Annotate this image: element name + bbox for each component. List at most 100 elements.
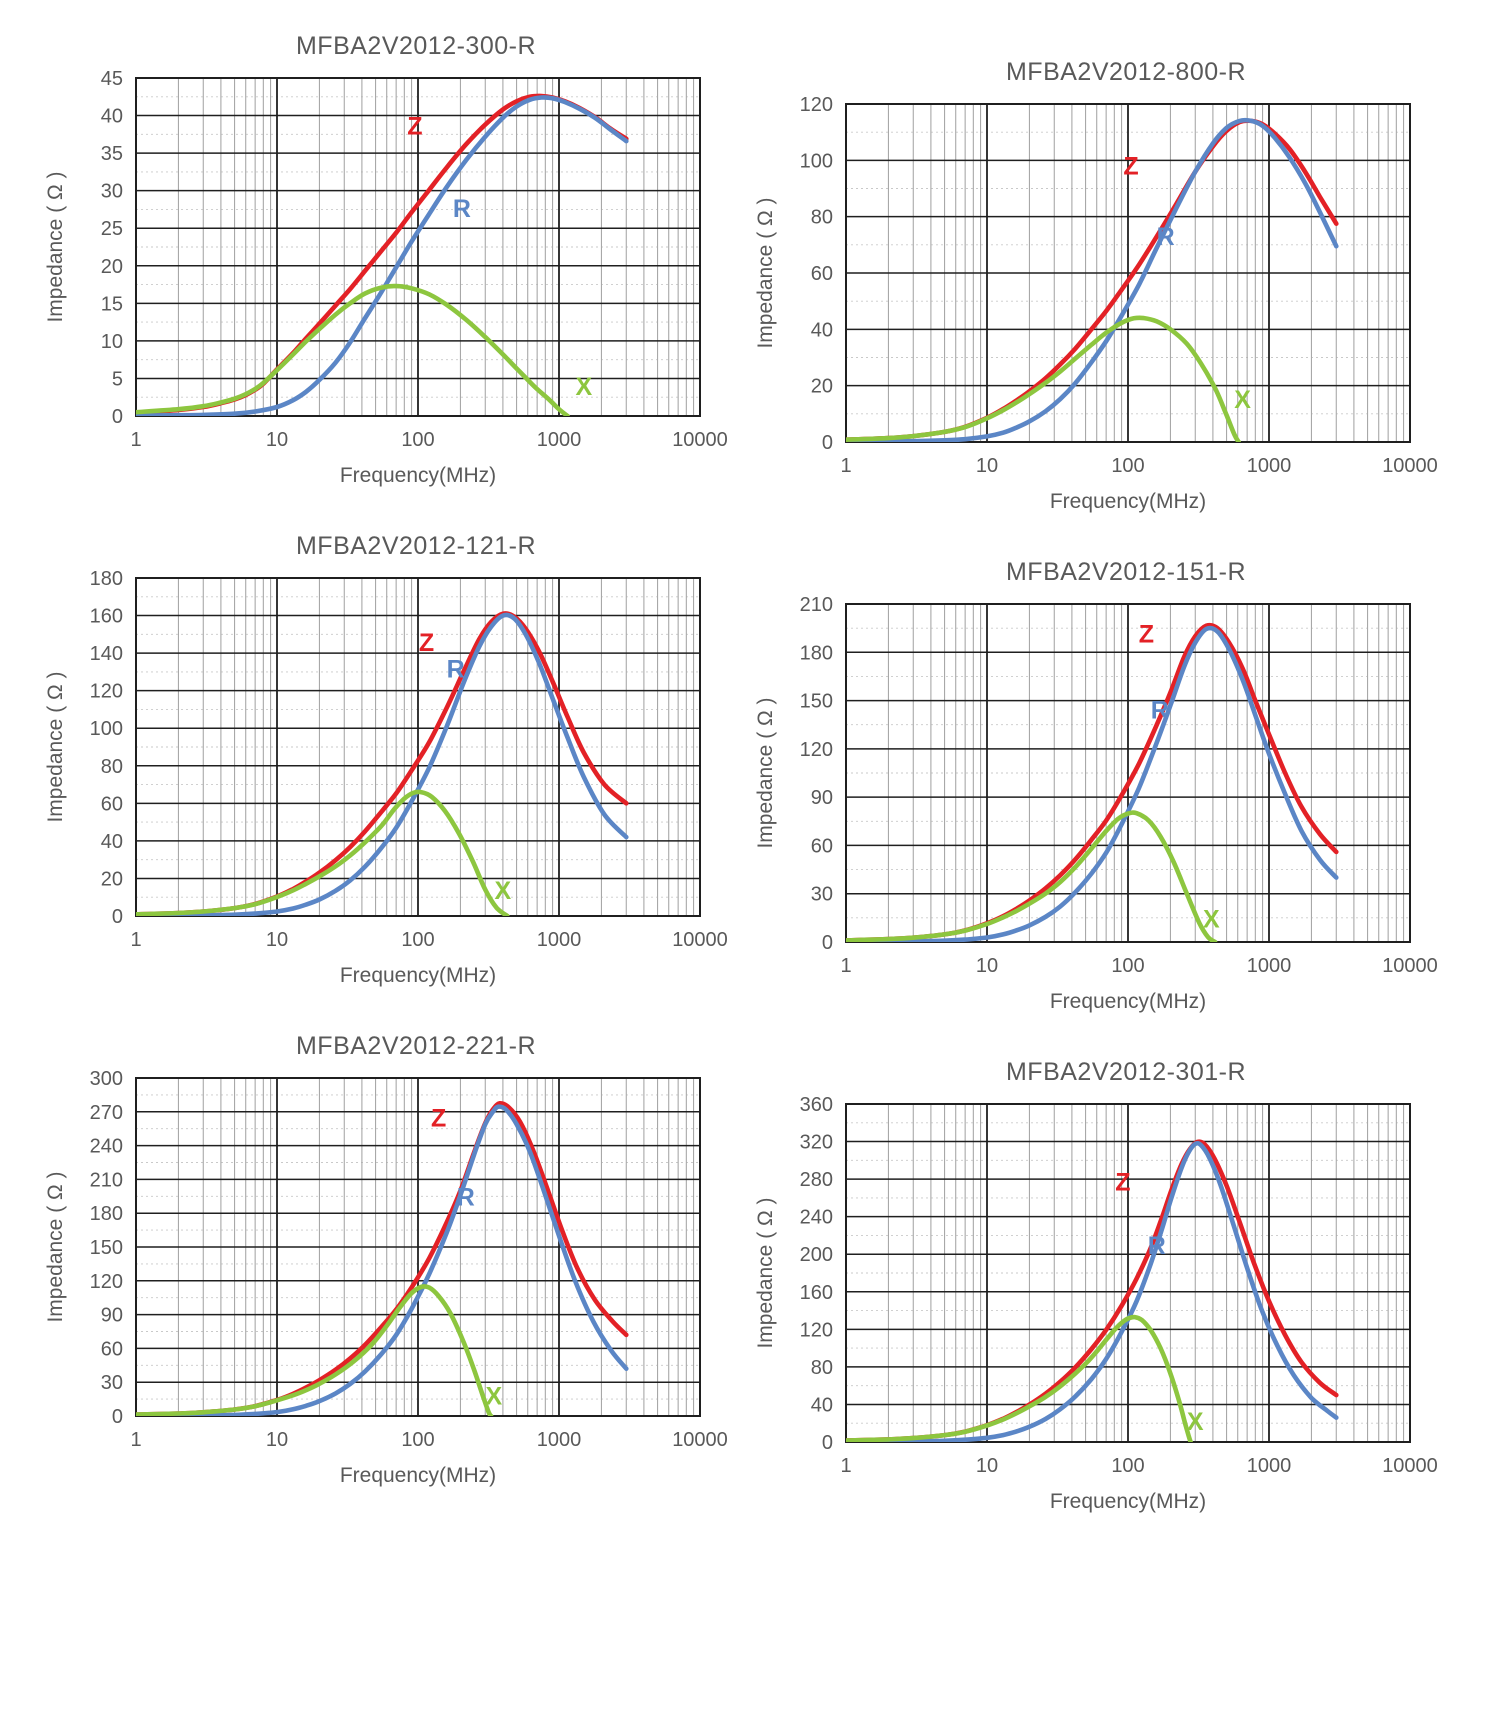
series-R-label: R — [457, 1183, 475, 1211]
series-curves — [846, 1139, 1339, 1442]
chart-cell-800R: MFBA2V2012-800-R Z R X 0 20 40 60 80 100 120 1 10 10… — [746, 26, 1456, 526]
svg-text:160: 160 — [800, 1282, 833, 1304]
series-Z-label: Z — [407, 112, 422, 140]
svg-text:25: 25 — [101, 218, 123, 240]
impedance-plot-221R: Z R X 0 30 60 90 120 150 180 210 240 270 300 1 10 100 100… — [44, 1068, 728, 1487]
series-X-line — [846, 810, 1218, 942]
svg-text:10: 10 — [266, 929, 288, 951]
x-axis-tick-labels: 1 10 100 1000 10000 — [840, 455, 1437, 477]
svg-text:80: 80 — [101, 756, 123, 778]
x-axis-tick-labels: 1 10 100 1000 10000 — [130, 929, 727, 951]
series-X-label: X — [1187, 1408, 1204, 1436]
series-X-line — [136, 1284, 494, 1416]
svg-text:1000: 1000 — [1247, 1455, 1292, 1477]
svg-text:360: 360 — [800, 1094, 833, 1116]
svg-text:210: 210 — [90, 1169, 123, 1191]
gridlines — [136, 78, 700, 416]
series-curves — [136, 611, 629, 916]
svg-text:15: 15 — [101, 293, 123, 315]
gridlines — [846, 104, 1410, 442]
svg-text:120: 120 — [90, 681, 123, 703]
x-axis-tick-labels: 1 10 100 1000 10000 — [130, 429, 727, 451]
svg-text:10000: 10000 — [672, 929, 728, 951]
svg-text:120: 120 — [800, 739, 833, 761]
x-axis-title: Frequency(MHz) — [340, 964, 496, 987]
x-axis-title: Frequency(MHz) — [340, 464, 496, 487]
chart-cell-221R: MFBA2V2012-221-R Z R X 0 30 60 90 120 150 180 210 2… — [36, 1026, 746, 1526]
svg-text:10000: 10000 — [1382, 955, 1438, 977]
svg-text:0: 0 — [112, 1406, 123, 1428]
svg-text:180: 180 — [90, 568, 123, 590]
series-R-line — [136, 95, 629, 416]
svg-text:10: 10 — [101, 331, 123, 353]
svg-text:10: 10 — [976, 1455, 998, 1477]
series-Z-label: Z — [1139, 621, 1154, 649]
chart-cell-301R: MFBA2V2012-301-R Z R X 0 40 80 120 160 200 240 280… — [746, 1026, 1456, 1526]
svg-text:80: 80 — [811, 207, 833, 229]
series-X-line — [846, 315, 1241, 442]
plot-border — [845, 103, 1411, 443]
svg-text:10: 10 — [976, 455, 998, 477]
svg-text:60: 60 — [811, 835, 833, 857]
svg-text:40: 40 — [811, 1394, 833, 1416]
series-R-label: R — [447, 656, 465, 684]
svg-text:100: 100 — [401, 929, 434, 951]
chart-title: MFBA2V2012-300-R — [295, 32, 537, 60]
svg-text:30: 30 — [811, 884, 833, 906]
y-axis-tick-labels: 0 30 60 90 120 150 180 210 — [800, 594, 833, 954]
svg-text:60: 60 — [811, 263, 833, 285]
chart-cell-300R: MFBA2V2012-300-R Z R X 0 5 10 15 20 25 30 35 40 45 1 1… — [36, 26, 746, 526]
svg-text:1: 1 — [130, 1429, 141, 1451]
svg-text:240: 240 — [90, 1136, 123, 1158]
series-R-line — [846, 117, 1339, 442]
svg-text:120: 120 — [90, 1271, 123, 1293]
chart-title: MFBA2V2012-301-R — [1005, 1058, 1247, 1086]
y-axis-title: Impedance ( Ω ) — [754, 697, 777, 848]
svg-text:100: 100 — [1111, 955, 1144, 977]
series-Z-label: Z — [1123, 152, 1138, 180]
series-curves — [136, 93, 629, 416]
svg-text:240: 240 — [800, 1207, 833, 1229]
svg-text:20: 20 — [101, 868, 123, 890]
svg-text:40: 40 — [101, 831, 123, 853]
svg-text:100: 100 — [401, 1429, 434, 1451]
svg-text:180: 180 — [800, 642, 833, 664]
svg-text:60: 60 — [101, 1338, 123, 1360]
svg-text:20: 20 — [811, 376, 833, 398]
series-Z-label: Z — [1115, 1168, 1130, 1196]
svg-text:200: 200 — [800, 1244, 833, 1266]
y-axis-tick-labels: 0 30 60 90 120 150 180 210 240 270 300 — [90, 1068, 123, 1428]
series-curves — [846, 622, 1339, 942]
series-X-label: X — [1203, 906, 1220, 934]
x-axis-title: Frequency(MHz) — [1050, 1490, 1206, 1513]
svg-text:100: 100 — [800, 150, 833, 172]
svg-text:0: 0 — [112, 406, 123, 428]
series-X-label: X — [575, 373, 592, 401]
series-X-label: X — [495, 877, 512, 905]
svg-text:0: 0 — [112, 906, 123, 928]
gridlines — [136, 578, 700, 916]
series-R-label: R — [453, 195, 471, 223]
svg-text:20: 20 — [101, 256, 123, 278]
svg-text:0: 0 — [822, 432, 833, 454]
series-X-label: X — [1234, 386, 1251, 414]
chart-grid: MFBA2V2012-300-R Z R X 0 5 10 15 20 25 30 35 40 45 1 1… — [36, 26, 1456, 1526]
svg-text:5: 5 — [112, 368, 123, 390]
svg-text:1: 1 — [840, 955, 851, 977]
svg-text:40: 40 — [101, 106, 123, 128]
svg-text:1000: 1000 — [537, 929, 582, 951]
gridlines — [136, 1078, 700, 1416]
series-R-line — [136, 1104, 629, 1416]
svg-text:10000: 10000 — [672, 1429, 728, 1451]
svg-text:270: 270 — [90, 1102, 123, 1124]
svg-text:90: 90 — [811, 787, 833, 809]
svg-text:60: 60 — [101, 793, 123, 815]
svg-text:30: 30 — [101, 1372, 123, 1394]
svg-text:1: 1 — [130, 929, 141, 951]
x-axis-title: Frequency(MHz) — [340, 1464, 496, 1487]
svg-text:90: 90 — [101, 1305, 123, 1327]
series-R-label: R — [1157, 223, 1175, 251]
svg-text:100: 100 — [1111, 1455, 1144, 1477]
svg-text:1000: 1000 — [537, 1429, 582, 1451]
